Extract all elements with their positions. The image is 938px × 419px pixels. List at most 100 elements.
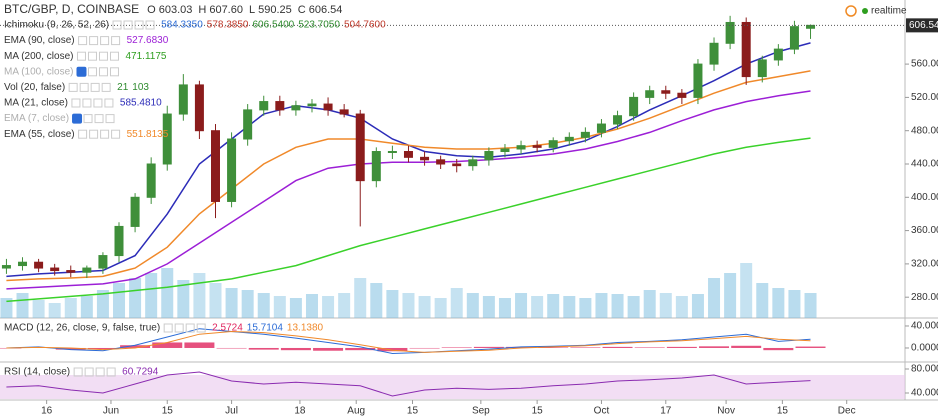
legend-icon[interactable]: [89, 36, 99, 46]
legend-value: 2.5724: [212, 323, 243, 334]
legend-icon[interactable]: [111, 129, 121, 139]
volume-bar: [289, 298, 302, 318]
legend-icon[interactable]: [185, 323, 195, 333]
volume-bar: [434, 298, 447, 318]
legend-icon[interactable]: [87, 51, 97, 61]
volume-bar: [225, 288, 238, 318]
volume-bar: [756, 283, 769, 318]
legend-icon[interactable]: [109, 51, 119, 61]
candle-body: [596, 123, 606, 133]
histogram-bar: [473, 346, 504, 348]
volume-bar: [32, 300, 45, 318]
legend-value: 15.7104: [247, 323, 284, 334]
candle-body: [532, 145, 542, 148]
legend-icon[interactable]: [71, 98, 81, 108]
legend-value: 21: [117, 82, 129, 93]
legend-icon[interactable]: [112, 20, 122, 30]
volume-bar: [257, 293, 270, 318]
volume-bar: [659, 293, 672, 318]
legend-icon[interactable]: [163, 323, 173, 333]
legend-icon[interactable]: [104, 98, 114, 108]
indicator-line: [6, 70, 811, 282]
legend-icon[interactable]: [89, 129, 99, 139]
volume-bar: [273, 296, 286, 318]
candle-body: [548, 140, 558, 148]
y-tick-label: 40.0000: [911, 388, 938, 399]
volume-bar: [708, 278, 721, 318]
legend-icon[interactable]: [100, 36, 110, 46]
volume-bar: [386, 290, 399, 318]
candle-body: [420, 156, 430, 161]
legend-label: Vol (20, false): [4, 82, 65, 93]
legend-icon[interactable]: [79, 82, 89, 92]
legend-value: 103: [132, 82, 149, 93]
legend-icon[interactable]: [100, 129, 110, 139]
y-tick-label: 560.00: [911, 59, 938, 70]
volume-bar: [804, 293, 817, 318]
last-price-label: 606.54: [909, 20, 938, 31]
volume-bar: [0, 298, 13, 318]
histogram-bar: [313, 347, 344, 351]
legend-icon[interactable]: [105, 114, 115, 124]
legend-icon[interactable]: [134, 20, 144, 30]
legend-icon[interactable]: [76, 51, 86, 61]
candle-body: [677, 92, 687, 98]
legend-icon[interactable]: [90, 82, 100, 92]
legend-icon[interactable]: [196, 323, 206, 333]
candle-body: [484, 151, 494, 161]
y-tick-label: 400.00: [911, 192, 938, 203]
legend-icon[interactable]: [174, 323, 184, 333]
legend-icon[interactable]: [87, 67, 97, 77]
legend-value: 584.3350: [161, 20, 203, 31]
histogram-bar: [377, 347, 408, 352]
candle-body: [773, 48, 783, 61]
legend-icon[interactable]: [106, 367, 116, 377]
legend-icon[interactable]: [73, 367, 83, 377]
histogram-bar: [699, 346, 730, 348]
legend-icon[interactable]: [123, 20, 133, 30]
legend-icon[interactable]: [98, 51, 108, 61]
volume-bar: [370, 283, 383, 318]
visibility-icon: [72, 113, 83, 124]
legend-icon[interactable]: [95, 367, 105, 377]
legend-icon[interactable]: [111, 36, 121, 46]
y-tick-label: 320.00: [911, 259, 938, 270]
legend-label: MA (21, close): [4, 98, 68, 109]
legend-icon[interactable]: [98, 67, 108, 77]
legend-value: 60.7294: [122, 367, 159, 378]
legend-icon[interactable]: [145, 20, 155, 30]
legend-icon[interactable]: [78, 36, 88, 46]
volume-bar: [16, 293, 29, 318]
legend-icon[interactable]: [94, 114, 104, 124]
candle-body: [82, 267, 92, 273]
legend-icon[interactable]: [82, 98, 92, 108]
legend-icon[interactable]: [84, 367, 94, 377]
legend-icon[interactable]: [109, 67, 119, 77]
candle-body: [580, 131, 590, 138]
legend-icon[interactable]: [78, 129, 88, 139]
legend-icon[interactable]: [101, 82, 111, 92]
x-tick-label: 15: [162, 406, 174, 417]
x-tick-label: Nov: [717, 406, 735, 417]
clock-icon[interactable]: [845, 5, 857, 17]
x-tick-label: 15: [532, 406, 544, 417]
histogram-bar: [538, 347, 569, 348]
legend-icon[interactable]: [83, 114, 93, 124]
legend-icon[interactable]: [68, 82, 78, 92]
histogram-bar: [184, 342, 215, 348]
legend-icon[interactable]: [93, 98, 103, 108]
x-tick-label: Oct: [594, 406, 610, 417]
candle-body: [227, 138, 237, 202]
volume-bar: [129, 278, 142, 318]
volume-bar: [547, 294, 560, 318]
candle-body: [629, 96, 639, 117]
candle-body: [146, 163, 156, 198]
realtime-dot: [862, 8, 868, 14]
legend-value: 504.7600: [344, 20, 386, 31]
legend-value: 471.1175: [125, 51, 166, 62]
legend-label: MA (200, close): [4, 51, 73, 62]
volume-bar: [611, 294, 624, 318]
histogram-bar: [795, 346, 826, 348]
y-tick-label: 480.00: [911, 125, 938, 136]
